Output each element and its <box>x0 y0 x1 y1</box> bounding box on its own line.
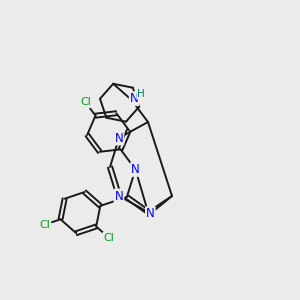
Text: Cl: Cl <box>103 233 114 243</box>
Text: N: N <box>115 131 123 145</box>
Text: Cl: Cl <box>39 220 50 230</box>
Text: N: N <box>146 207 155 220</box>
Text: N: N <box>115 190 123 202</box>
Text: N: N <box>131 163 140 176</box>
Text: N: N <box>130 92 139 105</box>
Text: Cl: Cl <box>80 97 91 107</box>
Text: H: H <box>137 88 145 99</box>
